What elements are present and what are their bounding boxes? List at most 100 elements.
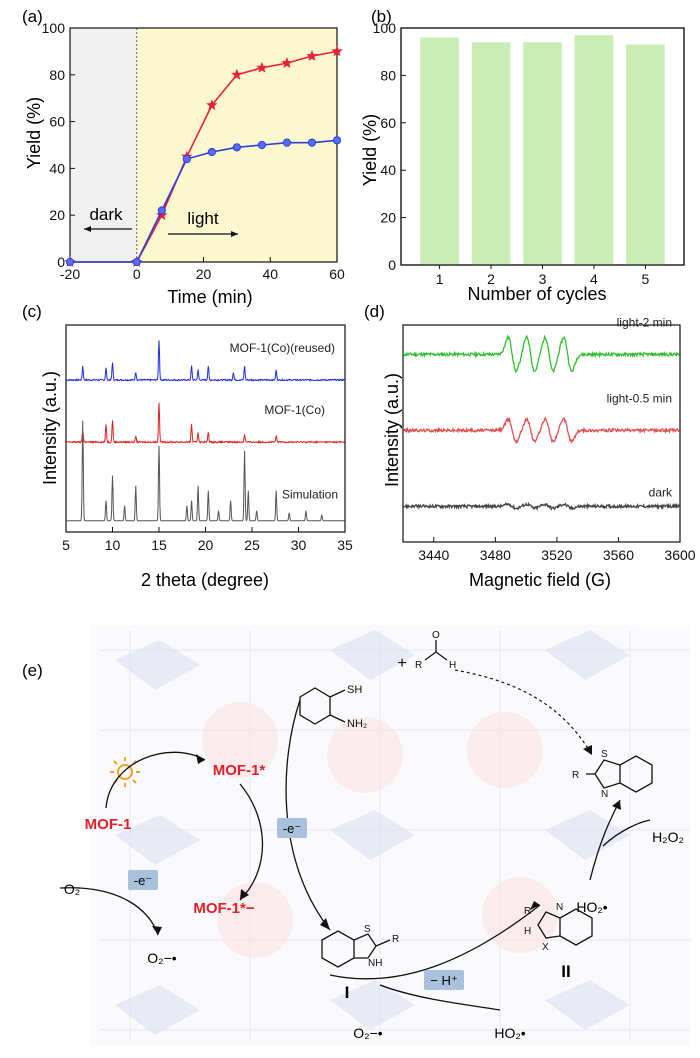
series-line-1 [70, 139, 338, 263]
light-arrow [168, 231, 238, 237]
x-tick-label: 3440 [418, 547, 449, 563]
xrd-trace-2 [66, 420, 345, 522]
svg-text:R: R [572, 770, 579, 781]
svg-text:NH₂: NH₂ [347, 718, 367, 730]
x-tick-label: 10 [105, 537, 121, 553]
x-tick-label: 20 [196, 266, 212, 282]
svg-text:S: S [601, 749, 608, 760]
intermediate-2-label: II [561, 962, 570, 981]
sun-icon [110, 757, 140, 787]
data-point [232, 143, 241, 152]
svg-text:− H⁺: − H⁺ [430, 973, 457, 988]
ho2-right-label: HO₂• [576, 899, 607, 915]
svg-text:S: S [364, 924, 371, 935]
x-tick-label: -20 [60, 266, 80, 282]
y-tick-label: 100 [42, 20, 66, 36]
epr-trace-1 [402, 416, 680, 445]
svg-text:X: X [542, 942, 549, 953]
arrow-electron-transfer [239, 783, 264, 901]
plus-sign: + [397, 655, 406, 672]
x-tick-label: 1 [436, 271, 444, 287]
x-tick-label: 3520 [541, 547, 572, 563]
y-tick-label: 80 [380, 67, 396, 83]
y-tick-label: 0 [388, 257, 396, 273]
arrow-o2-to-ho2 [379, 984, 501, 1011]
panel-b-xlabel: Number of cycles [467, 284, 606, 304]
svg-text:O: O [432, 630, 440, 641]
data-point [182, 154, 191, 164]
panel-a-ylabel: Yield (%) [24, 97, 44, 169]
x-tick-label: 30 [291, 537, 307, 553]
panel-c-xlabel: 2 theta (degree) [141, 570, 269, 590]
x-tick-label: 40 [262, 266, 278, 282]
data-point [231, 68, 243, 80]
y-tick-label: 20 [49, 207, 65, 223]
x-tick-label: 3 [539, 271, 547, 287]
panel-d-plot: 3440 3480 3520 3560 3600 light-2 min light-0.5… [402, 315, 696, 563]
o2-radical-label: O₂−• [147, 950, 177, 966]
panel-b: (b) 1 2 3 4 5 0 20 40 60 80 100 Number of cycles Y… [360, 7, 685, 304]
epr-trace-0 [402, 334, 680, 374]
y-tick-label: 40 [49, 160, 65, 176]
bar [574, 35, 614, 265]
data-point [306, 50, 318, 61]
panel-a-label: (a) [22, 7, 43, 26]
panel-b-plot: 1 2 3 4 5 0 20 40 60 80 100 [373, 20, 685, 287]
svg-text:H: H [449, 660, 456, 671]
bar [471, 42, 511, 265]
svg-text:-e⁻: -e⁻ [283, 821, 301, 836]
benzothiazole-product-molecule: S N R [572, 749, 653, 800]
y-tick-label: 100 [373, 20, 397, 36]
data-point [257, 140, 267, 150]
panel-b-frame-top [400, 27, 685, 266]
dark-arrow [84, 226, 132, 232]
minus-h-box: − H⁺ [424, 970, 464, 990]
data-point [132, 257, 141, 267]
data-point [157, 206, 166, 215]
panel-d: (d) 3440 3480 3520 3560 3600 light-2 min light… [364, 302, 696, 590]
data-point [282, 138, 292, 147]
svg-text:NH: NH [368, 958, 382, 969]
panel-e-label: (e) [22, 661, 43, 680]
arrow-aldehyde-dotted [454, 669, 593, 756]
svg-text:R: R [524, 906, 531, 917]
xrd-series-label: MOF-1(Co) [264, 403, 325, 417]
x-tick-label: 2 [487, 271, 495, 287]
arrow-h2o2 [602, 819, 651, 847]
epr-series-label: dark [649, 485, 673, 499]
data-point [206, 99, 218, 111]
panel-b-ylabel: Yield (%) [360, 114, 380, 186]
epr-trace-2 [402, 501, 680, 512]
svg-text:N: N [601, 789, 608, 800]
bar [420, 37, 459, 266]
panel-c-plot: 5 10 15 20 25 30 35 MOF-1(Co)(reused) MOF-1(Co) S… [62, 324, 353, 553]
xrd-trace-1 [65, 402, 345, 445]
arrow-substrate-oxidation [285, 699, 331, 931]
mof1-label: MOF-1 [85, 816, 132, 833]
data-point [256, 61, 268, 73]
x-tick-label: 25 [244, 537, 260, 553]
x-tick-label: 0 [133, 266, 141, 282]
x-tick-label: 60 [329, 266, 345, 282]
svg-text:N: N [556, 902, 563, 913]
x-tick-label: 3480 [480, 547, 511, 563]
arrow-excitation [105, 751, 206, 809]
x-tick-label: 15 [151, 537, 167, 553]
xrd-series-label: Simulation [282, 488, 338, 502]
x-tick-label: 5 [642, 271, 650, 287]
y-tick-label: 40 [380, 162, 396, 178]
svg-text:SH: SH [347, 684, 362, 696]
panel-c-ylabel: Intensity (a.u.) [40, 371, 60, 485]
panel-c: (c) 5 10 15 20 25 30 35 MOF-1(Co)(reused) MOF-1(… [22, 302, 353, 590]
y-tick-label: 20 [380, 210, 396, 226]
annotation-light: light [187, 209, 218, 228]
x-tick-label: 35 [337, 537, 353, 553]
xrd-series-label: MOF-1(Co)(reused) [230, 341, 335, 355]
data-point [207, 147, 216, 157]
data-point [65, 257, 75, 267]
data-point [332, 136, 342, 145]
panel-b-label: (b) [371, 7, 392, 26]
